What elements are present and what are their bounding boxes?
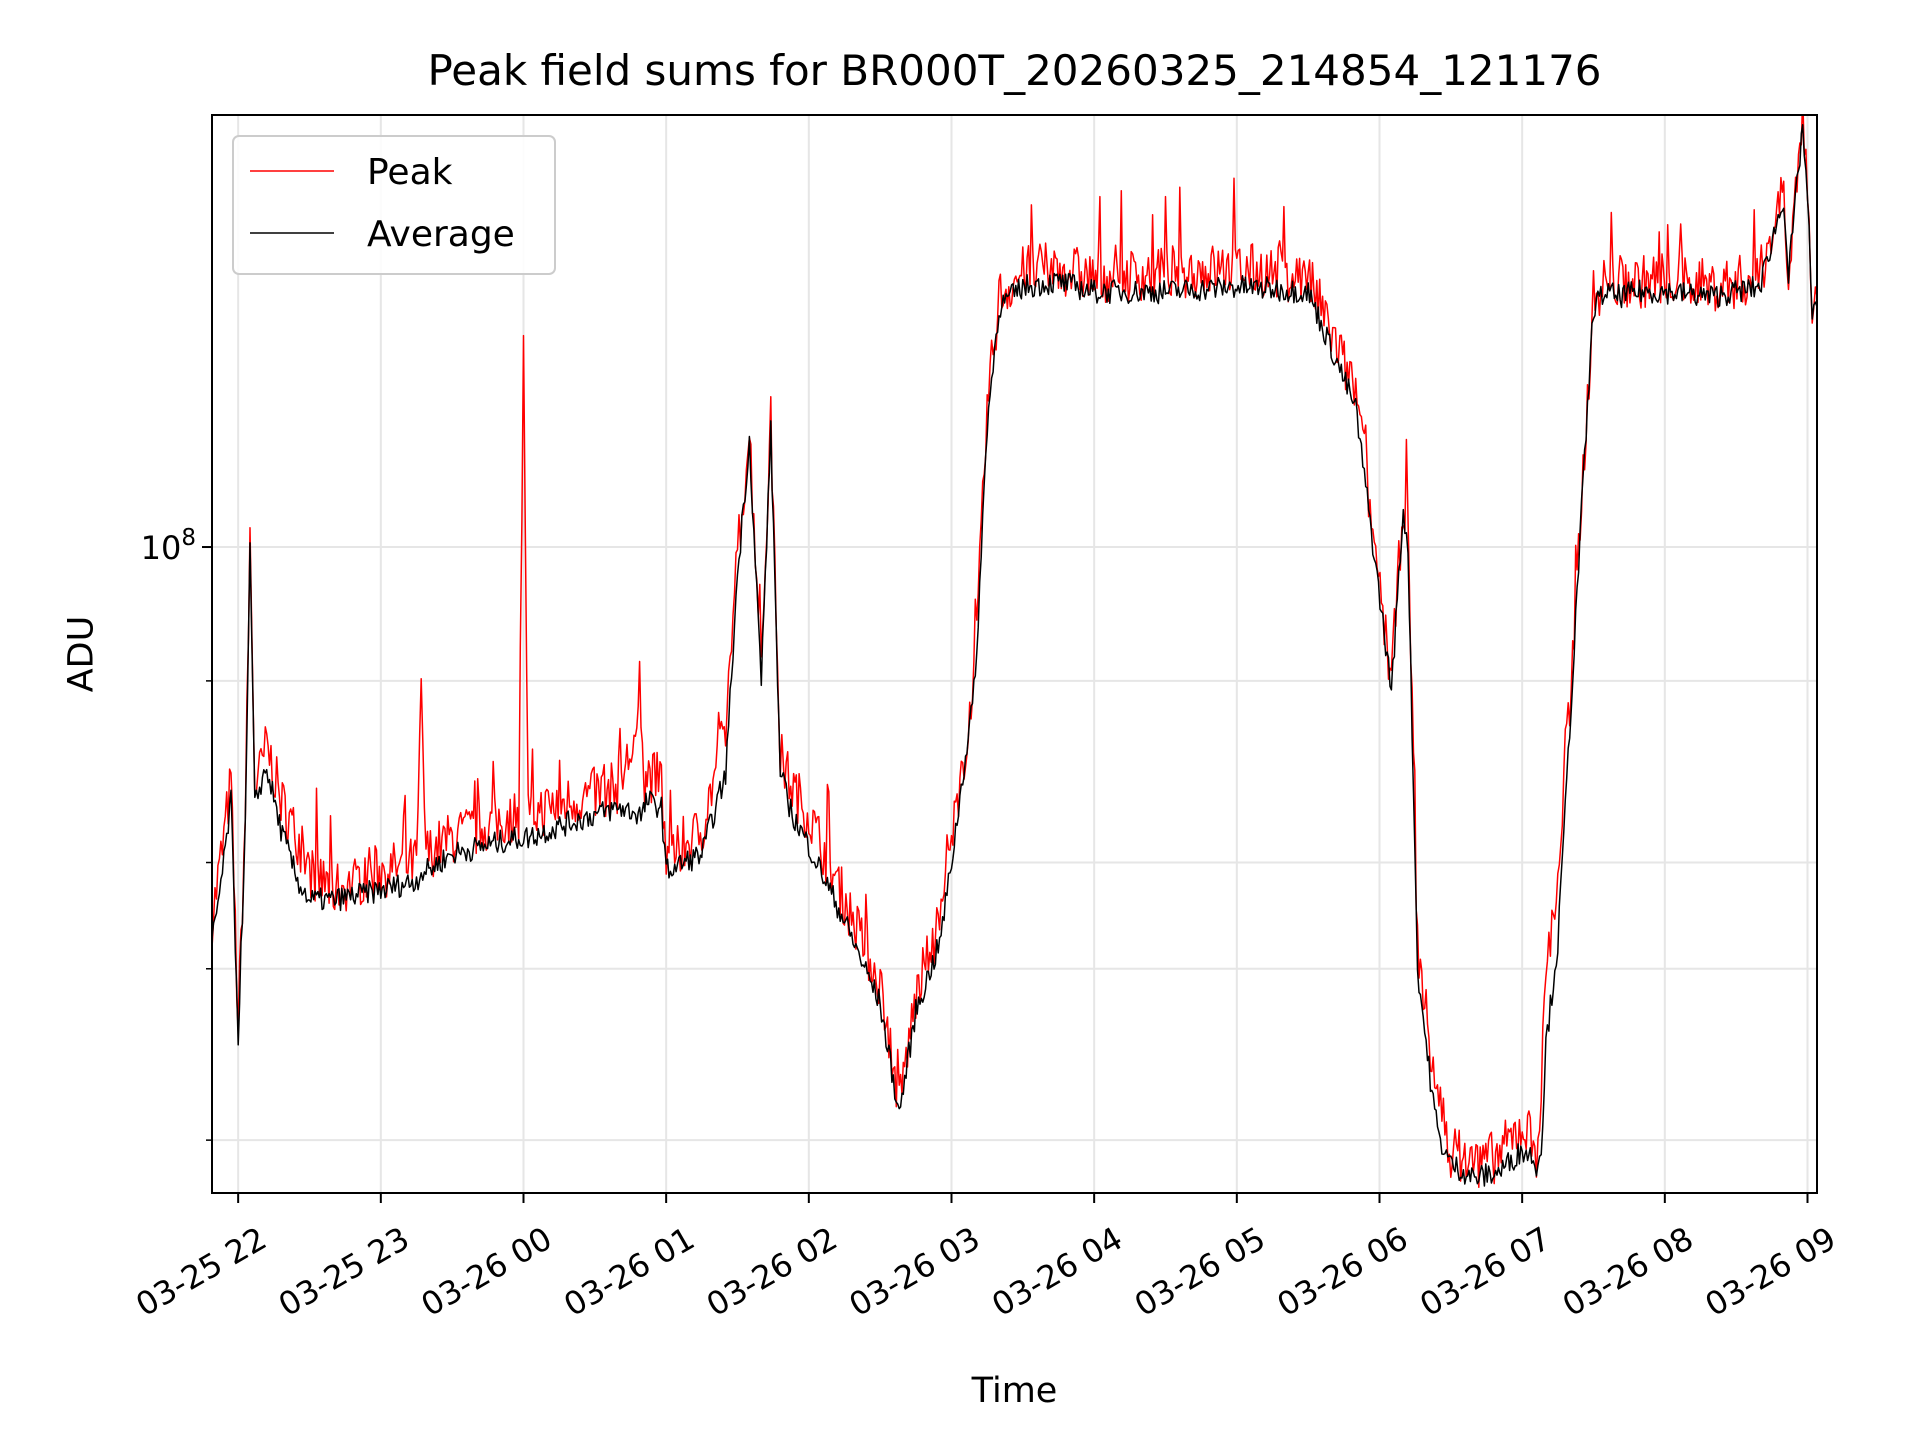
legend-label-peak: Peak [367,152,453,193]
legend: Peak Average [232,135,556,275]
grid-lines [212,115,1817,1193]
y-tick-label: 108 [141,525,196,567]
chart-title: Peak field sums for BR000T_20260325_2148… [427,46,1601,95]
legend-label-average: Average [367,214,515,255]
y-axis-title: ADU [61,616,101,693]
series-line-average [212,124,1817,1187]
x-axis-title: Time [971,1371,1058,1411]
plot-area [212,115,1817,1189]
series-line-peak [212,115,1817,1189]
axes-frame [211,114,1818,1194]
